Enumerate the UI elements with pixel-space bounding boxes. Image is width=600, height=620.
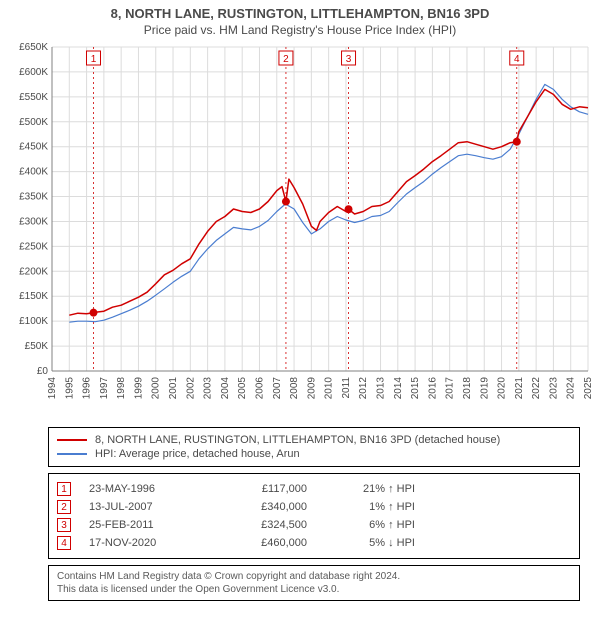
title-main: 8, NORTH LANE, RUSTINGTON, LITTLEHAMPTON… [0, 6, 600, 21]
svg-text:2000: 2000 [151, 377, 162, 400]
svg-text:2: 2 [283, 54, 289, 65]
sale-marker-icon: 2 [57, 500, 71, 514]
sale-delta: 1% ↑ HPI [325, 501, 415, 513]
svg-text:2021: 2021 [514, 377, 525, 400]
sales-row: 2 13-JUL-2007 £340,000 1% ↑ HPI [57, 500, 571, 514]
legend-label: 8, NORTH LANE, RUSTINGTON, LITTLEHAMPTON… [95, 434, 500, 446]
svg-text:£350K: £350K [19, 192, 48, 203]
legend-swatch [57, 439, 87, 441]
sale-marker-icon: 4 [57, 536, 71, 550]
legend-item: HPI: Average price, detached house, Arun [57, 448, 571, 460]
svg-text:1996: 1996 [82, 377, 93, 400]
svg-text:£600K: £600K [19, 67, 48, 78]
sales-row: 3 25-FEB-2011 £324,500 6% ↑ HPI [57, 518, 571, 532]
sales-table: 1 23-MAY-1996 £117,000 21% ↑ HPI 2 13-JUL-200… [48, 473, 580, 559]
sales-row: 4 17-NOV-2020 £460,000 5% ↓ HPI [57, 536, 571, 550]
sale-delta: 6% ↑ HPI [325, 519, 415, 531]
svg-text:2001: 2001 [168, 377, 179, 400]
svg-text:£250K: £250K [19, 241, 48, 252]
svg-text:£150K: £150K [19, 291, 48, 302]
price-chart: £0 £50K £100K £150K £200K £250K £300K £350K £400… [6, 41, 594, 421]
svg-text:2013: 2013 [376, 377, 387, 400]
title-sub: Price paid vs. HM Land Registry's House … [0, 23, 600, 37]
svg-text:2024: 2024 [566, 377, 577, 400]
sale-delta: 5% ↓ HPI [325, 537, 415, 549]
svg-text:2006: 2006 [254, 377, 265, 400]
svg-text:£500K: £500K [19, 117, 48, 128]
svg-text:£0: £0 [37, 366, 49, 377]
chart-area: £0 £50K £100K £150K £200K £250K £300K £350K £400… [6, 41, 594, 421]
svg-text:1994: 1994 [47, 377, 58, 400]
svg-text:2014: 2014 [393, 377, 404, 400]
legend-swatch [57, 453, 87, 455]
sale-marker-icon: 3 [57, 518, 71, 532]
svg-text:2017: 2017 [445, 377, 456, 400]
legend-item: 8, NORTH LANE, RUSTINGTON, LITTLEHAMPTON… [57, 434, 571, 446]
svg-text:2015: 2015 [410, 377, 421, 400]
sale-date: 13-JUL-2007 [89, 501, 199, 513]
svg-text:1: 1 [91, 54, 97, 65]
svg-text:2010: 2010 [324, 377, 335, 400]
sale-date: 17-NOV-2020 [89, 537, 199, 549]
svg-text:2018: 2018 [462, 377, 473, 400]
svg-text:4: 4 [514, 54, 520, 65]
svg-text:2009: 2009 [306, 377, 317, 400]
title-block: 8, NORTH LANE, RUSTINGTON, LITTLEHAMPTON… [0, 0, 600, 41]
footer-line2: This data is licensed under the Open Gov… [57, 583, 571, 596]
svg-text:£400K: £400K [19, 167, 48, 178]
svg-text:£300K: £300K [19, 216, 48, 227]
sale-date: 23-MAY-1996 [89, 483, 199, 495]
svg-text:2004: 2004 [220, 377, 231, 400]
svg-text:£100K: £100K [19, 316, 48, 327]
svg-text:2016: 2016 [427, 377, 438, 400]
svg-text:2002: 2002 [185, 377, 196, 400]
sales-row: 1 23-MAY-1996 £117,000 21% ↑ HPI [57, 482, 571, 496]
svg-text:£650K: £650K [19, 42, 48, 53]
svg-text:£450K: £450K [19, 142, 48, 153]
svg-text:£550K: £550K [19, 92, 48, 103]
svg-text:1997: 1997 [99, 377, 110, 400]
svg-text:2012: 2012 [358, 377, 369, 400]
svg-text:£200K: £200K [19, 266, 48, 277]
sale-price: £324,500 [217, 519, 307, 531]
figure: 8, NORTH LANE, RUSTINGTON, LITTLEHAMPTON… [0, 0, 600, 620]
sale-date: 25-FEB-2011 [89, 519, 199, 531]
footer: Contains HM Land Registry data © Crown c… [48, 565, 580, 601]
svg-text:2019: 2019 [479, 377, 490, 400]
sale-marker-icon: 1 [57, 482, 71, 496]
svg-text:2020: 2020 [497, 377, 508, 400]
svg-text:2005: 2005 [237, 377, 248, 400]
sale-delta: 21% ↑ HPI [325, 483, 415, 495]
legend: 8, NORTH LANE, RUSTINGTON, LITTLEHAMPTON… [48, 427, 580, 467]
sale-price: £460,000 [217, 537, 307, 549]
svg-text:2011: 2011 [341, 377, 352, 399]
svg-text:1998: 1998 [116, 377, 127, 400]
svg-text:3: 3 [346, 54, 352, 65]
svg-text:2003: 2003 [203, 377, 214, 400]
footer-line1: Contains HM Land Registry data © Crown c… [57, 570, 571, 583]
svg-text:2008: 2008 [289, 377, 300, 400]
svg-text:2022: 2022 [531, 377, 542, 400]
svg-text:2007: 2007 [272, 377, 283, 400]
legend-label: HPI: Average price, detached house, Arun [95, 448, 300, 460]
svg-text:2025: 2025 [583, 377, 594, 400]
svg-text:£50K: £50K [25, 341, 49, 352]
sale-price: £340,000 [217, 501, 307, 513]
svg-text:1995: 1995 [64, 377, 75, 400]
sale-price: £117,000 [217, 483, 307, 495]
svg-text:2023: 2023 [548, 377, 559, 400]
svg-text:1999: 1999 [133, 377, 144, 400]
